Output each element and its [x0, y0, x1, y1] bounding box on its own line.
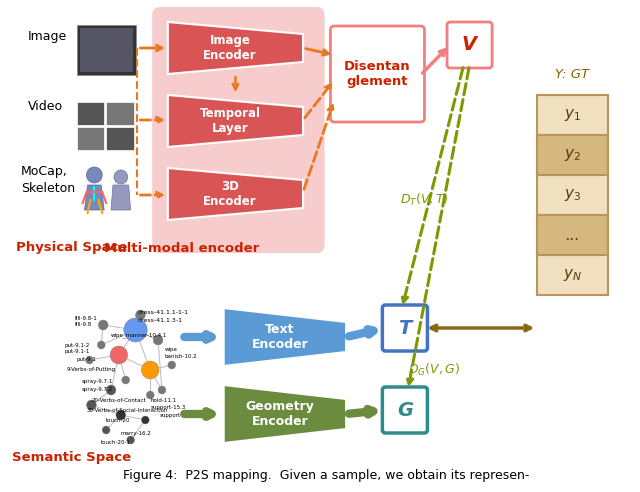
Text: spray-9.7.1: spray-9.7.1 [82, 379, 113, 385]
Circle shape [141, 416, 149, 424]
Polygon shape [168, 95, 303, 147]
Text: marry-16.2: marry-16.2 [121, 430, 152, 435]
Text: V: V [462, 35, 477, 55]
Text: Temporal
Layer: Temporal Layer [200, 107, 260, 135]
FancyBboxPatch shape [330, 26, 424, 122]
Circle shape [116, 410, 125, 420]
Text: 9-Verbs-of-Putting: 9-Verbs-of-Putting [67, 368, 116, 372]
Text: 3D
Encoder: 3D Encoder [204, 180, 257, 208]
Text: touch-20: touch-20 [106, 418, 131, 423]
Circle shape [102, 426, 110, 434]
Circle shape [158, 386, 166, 394]
Text: wipe_manner-10.4.1: wipe_manner-10.4.1 [111, 332, 168, 338]
Text: fill-9.8-1: fill-9.8-1 [75, 315, 97, 320]
Text: $y_1$: $y_1$ [564, 107, 581, 123]
Text: fill-9.8: fill-9.8 [75, 322, 92, 328]
Bar [77, 25, 136, 75]
Text: put-9.1-1: put-9.1-1 [64, 349, 90, 355]
Text: $y_2$: $y_2$ [564, 147, 581, 163]
Circle shape [97, 341, 105, 349]
Text: put-9.1: put-9.1 [77, 358, 97, 363]
Text: Y: GT: Y: GT [556, 68, 589, 82]
Bar [537, 135, 607, 175]
Bar [537, 215, 607, 255]
Text: Semantic Space: Semantic Space [12, 452, 131, 464]
Circle shape [114, 170, 127, 184]
Bar [79, 28, 132, 72]
Circle shape [86, 167, 102, 183]
Circle shape [124, 318, 147, 342]
Text: $D_G(V,G)$: $D_G(V,G)$ [408, 362, 460, 378]
Text: 20-Verbs-of-Contact: 20-Verbs-of-Contact [92, 398, 146, 402]
Polygon shape [168, 168, 303, 220]
Polygon shape [84, 185, 104, 210]
Text: Image: Image [28, 30, 67, 43]
FancyBboxPatch shape [447, 22, 492, 68]
Text: MoCap,
Skeleton: MoCap, Skeleton [21, 165, 75, 195]
Polygon shape [223, 308, 346, 366]
Bar [537, 255, 607, 295]
Circle shape [106, 385, 116, 395]
Text: support-15.3: support-15.3 [150, 405, 186, 410]
Circle shape [147, 391, 154, 399]
Circle shape [168, 361, 175, 369]
Text: T: T [398, 318, 412, 338]
Circle shape [136, 310, 145, 320]
Circle shape [86, 356, 93, 364]
Text: Disentan
glement: Disentan glement [344, 60, 411, 88]
Text: spray-9.7.2: spray-9.7.2 [82, 388, 113, 393]
Bar [537, 175, 607, 215]
Text: dress-41.1.3-1: dress-41.1.3-1 [138, 318, 182, 324]
Circle shape [153, 335, 163, 345]
Bar [106, 127, 134, 150]
Bar [77, 127, 104, 150]
Polygon shape [223, 385, 346, 443]
Bar [537, 95, 607, 135]
Bar [106, 102, 134, 125]
Text: dress-41.1.1-1-1: dress-41.1.1-1-1 [138, 310, 188, 315]
Text: 30-Verbs-of-Social-Interaction: 30-Verbs-of-Social-Interaction [86, 407, 168, 412]
Circle shape [110, 346, 127, 364]
Text: Physical Space: Physical Space [16, 242, 127, 254]
Text: $D_T(V,T)$: $D_T(V,T)$ [400, 192, 449, 208]
Polygon shape [111, 185, 131, 210]
FancyBboxPatch shape [152, 7, 324, 253]
Text: G: G [397, 400, 413, 420]
Text: Image
Encoder: Image Encoder [204, 34, 257, 62]
Text: Video: Video [28, 100, 63, 113]
Text: banish-10.2: banish-10.2 [165, 355, 198, 360]
Text: Multi-modal encoder: Multi-modal encoder [104, 242, 259, 254]
Text: hold-11.1: hold-11.1 [150, 398, 177, 402]
Text: ...: ... [565, 227, 580, 243]
Text: Geometry
Encoder: Geometry Encoder [246, 400, 314, 428]
FancyBboxPatch shape [382, 387, 428, 433]
Text: support-15.3-1: support-15.3-1 [160, 412, 201, 418]
Text: Text
Encoder: Text Encoder [252, 323, 308, 351]
Text: wipe: wipe [165, 347, 178, 352]
Circle shape [141, 361, 159, 379]
Bar [77, 102, 104, 125]
Text: put-9.1-2: put-9.1-2 [64, 342, 90, 347]
Circle shape [122, 376, 130, 384]
FancyBboxPatch shape [382, 305, 428, 351]
Circle shape [127, 436, 134, 444]
Text: $y_N$: $y_N$ [563, 267, 582, 283]
Circle shape [86, 400, 97, 410]
Text: touch-20-1: touch-20-1 [101, 440, 131, 445]
Circle shape [99, 320, 108, 330]
Polygon shape [168, 22, 303, 74]
Text: $y_3$: $y_3$ [564, 187, 581, 203]
Text: Figure 4:  P2S mapping.  Given a sample, we obtain its represen-: Figure 4: P2S mapping. Given a sample, w… [124, 469, 530, 483]
